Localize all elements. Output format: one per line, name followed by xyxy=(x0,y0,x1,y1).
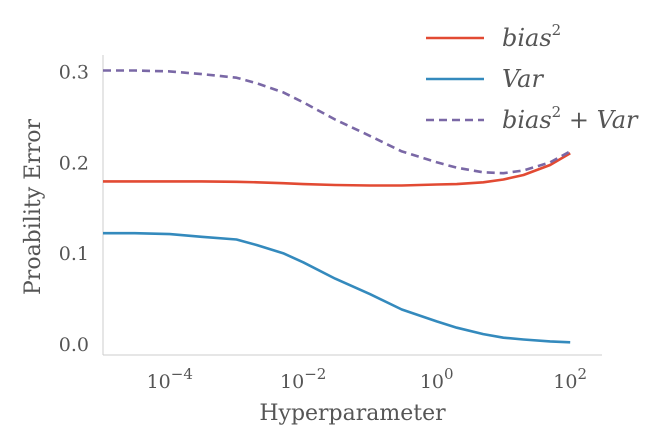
legend-label-sum: bias2 + Var xyxy=(502,103,639,134)
x-tick-label: 100 xyxy=(420,365,454,393)
y-tick-label: 0.2 xyxy=(59,152,89,174)
series-line-var xyxy=(103,231,571,344)
legend-label-var: Var xyxy=(502,65,544,93)
series-line-sum xyxy=(103,69,571,175)
x-tick-label: 10−4 xyxy=(147,365,193,393)
axes xyxy=(102,55,602,356)
x-axis-title: Hyperparameter xyxy=(259,401,446,426)
series-line-bias2 xyxy=(103,152,571,187)
legend-label-bias2: bias2 xyxy=(502,21,561,52)
x-tick-label: 102 xyxy=(553,365,587,393)
y-tick-label: 0.1 xyxy=(59,243,89,265)
y-tick-label: 0.0 xyxy=(59,334,89,356)
y-tick-label: 0.3 xyxy=(59,61,89,83)
series-layer xyxy=(103,69,571,344)
x-ticks: 10−4 10−2 100 102 xyxy=(147,365,587,393)
legend: bias2 Var bias2 + Var xyxy=(426,21,639,134)
y-axis-title: Proability Error xyxy=(21,119,46,295)
y-ticks: 0.0 0.1 0.2 0.3 xyxy=(59,61,89,356)
x-tick-label: 10−2 xyxy=(280,365,326,393)
